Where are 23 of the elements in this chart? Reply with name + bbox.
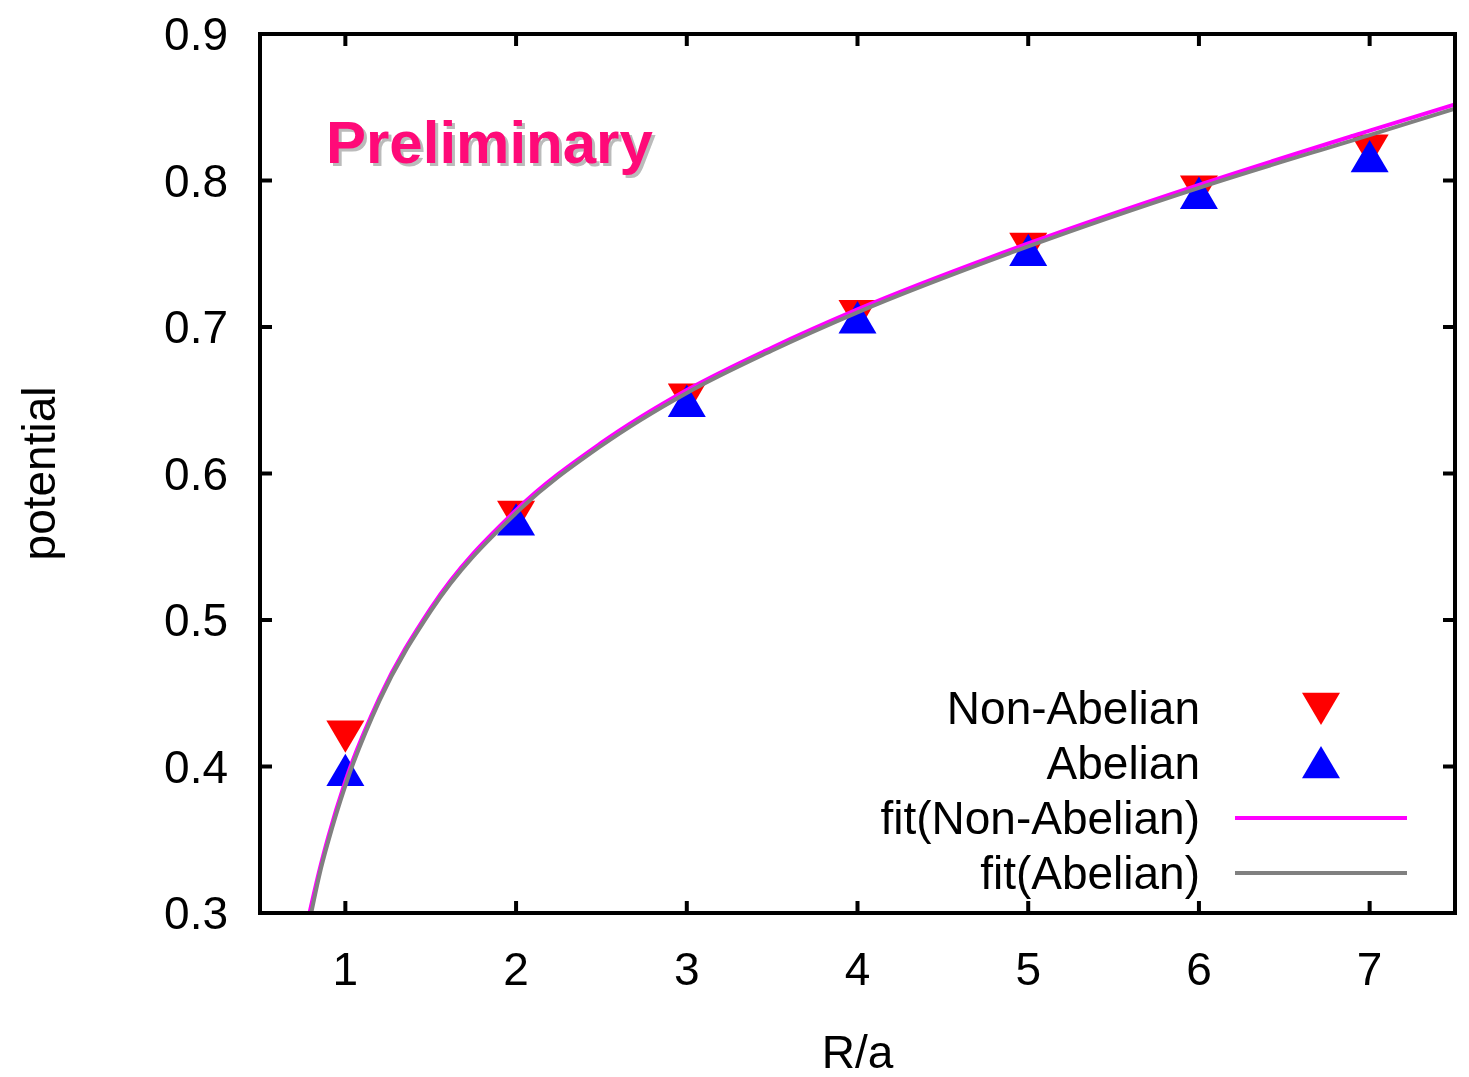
x-tick-label: 3 [673, 943, 700, 995]
y-tick-label: 0.4 [164, 740, 228, 793]
y-tick-label: 0.3 [164, 887, 228, 939]
x-tick-label: 2 [503, 943, 529, 995]
y-tick-label: 0.6 [164, 447, 228, 500]
point [1350, 139, 1389, 173]
x-tick-label: 4 [844, 943, 871, 995]
annotation: Preliminary [329, 112, 657, 179]
legend-label: Non-Abelian [946, 682, 1200, 734]
y-axis-title: potential [13, 386, 65, 561]
y-tick-label: 0.9 [164, 8, 228, 60]
legend-label: fit(Abelian) [980, 847, 1200, 899]
y-tick-label: 0.5 [164, 594, 228, 646]
y-tick-label: 0.8 [164, 154, 228, 207]
point [326, 720, 365, 753]
x-tick-label: 5 [1015, 943, 1042, 995]
legend-label: Abelian [1046, 737, 1200, 789]
x-tick-label: 6 [1186, 943, 1212, 995]
legend-label: fit(Non-Abelian) [880, 792, 1200, 844]
y-tick-label: 0.7 [164, 301, 228, 353]
x-axis-title: R/a [821, 1026, 894, 1077]
x-tick-label: 7 [1356, 943, 1383, 995]
x-tick-label: 1 [332, 943, 359, 995]
